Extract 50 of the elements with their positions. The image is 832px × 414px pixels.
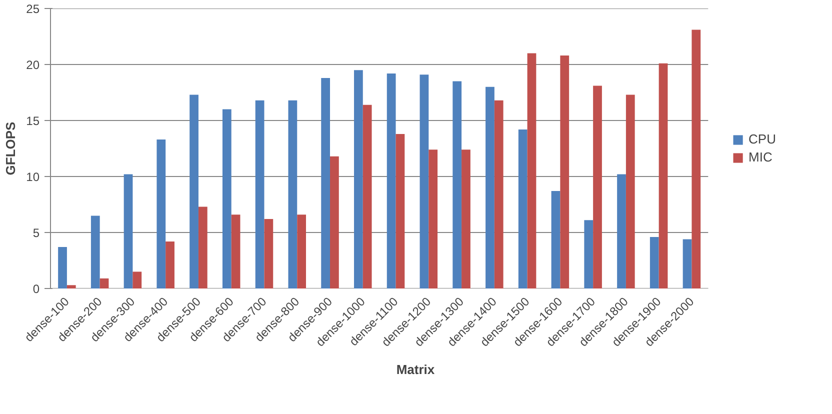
bar (330, 156, 339, 288)
bar (494, 100, 504, 288)
y-tick-label: 20 (26, 58, 40, 72)
bar (617, 174, 626, 288)
bar (166, 241, 174, 288)
x-axis-title: Matrix (396, 362, 436, 378)
bar (518, 129, 528, 288)
bar (362, 104, 372, 288)
bar (462, 150, 470, 288)
bar (486, 86, 494, 288)
bar (156, 140, 166, 288)
bar (527, 53, 536, 288)
y-tick-label: 25 (26, 2, 40, 16)
bar (231, 214, 240, 288)
bar (560, 56, 570, 288)
bar (551, 191, 560, 288)
bar (198, 206, 208, 288)
y-tick-label: 15 (26, 114, 40, 128)
bar (297, 214, 306, 288)
bar (593, 86, 602, 288)
bar (255, 100, 264, 288)
bar (321, 78, 330, 288)
legend-label: MIC (748, 150, 772, 164)
bar (692, 30, 701, 288)
bar (420, 74, 429, 288)
bar (386, 73, 396, 288)
bar (288, 100, 298, 288)
bar (264, 219, 274, 288)
bar (396, 134, 405, 288)
bar (124, 174, 133, 288)
bar (452, 81, 462, 288)
bar (682, 239, 692, 288)
bar (584, 220, 594, 288)
bar (658, 63, 668, 288)
bar (222, 109, 232, 288)
y-tick-label: 5 (32, 226, 40, 240)
y-axis-title: GFLOPS (3, 121, 18, 176)
bar (58, 247, 67, 288)
bar (626, 94, 635, 288)
bar (428, 150, 438, 288)
y-tick-label: 10 (26, 170, 40, 184)
bar (354, 70, 363, 288)
legend-label: CPU (748, 132, 776, 146)
bar (650, 236, 659, 288)
bar (132, 272, 142, 288)
bar (100, 278, 109, 288)
bar (190, 94, 198, 288)
bar (66, 285, 76, 288)
bar (90, 216, 100, 288)
y-tick-label: 0 (32, 282, 40, 296)
